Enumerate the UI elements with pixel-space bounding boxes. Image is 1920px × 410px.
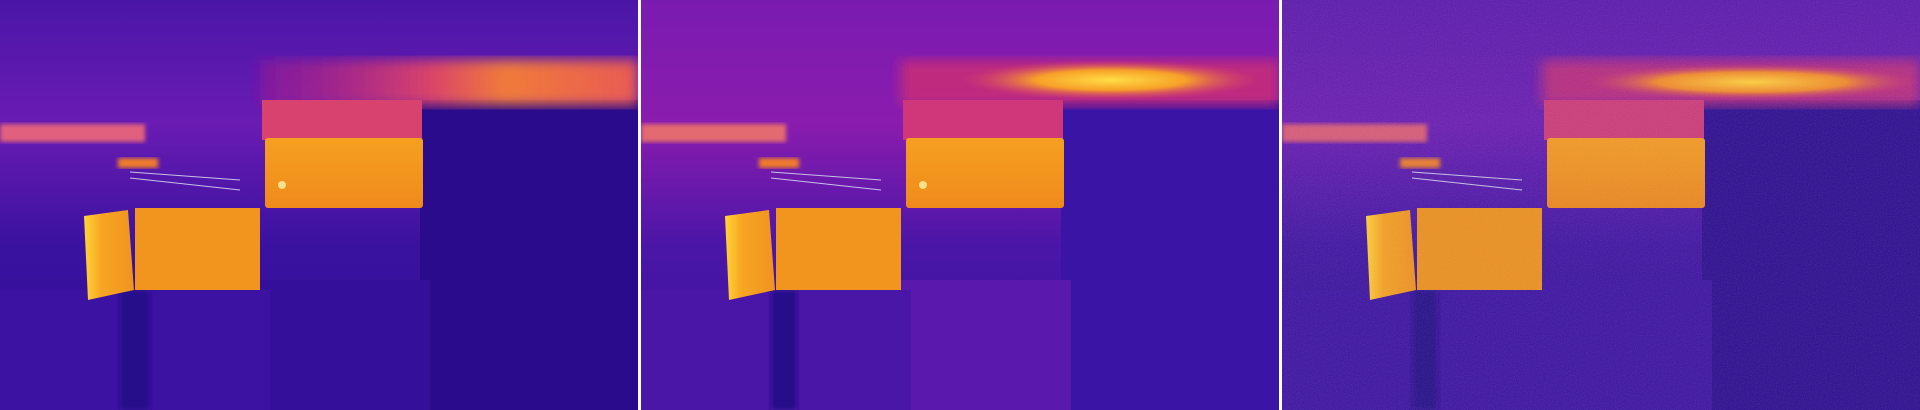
- thermal-panel-middle: [641, 0, 1279, 410]
- thermal-image-right: [1282, 0, 1920, 410]
- thermal-image-left: [0, 0, 638, 410]
- thermal-image-middle: [641, 0, 1279, 410]
- panel-divider: [638, 0, 641, 410]
- panel-divider: [1279, 0, 1282, 410]
- thermal-panel-right: [1282, 0, 1920, 410]
- thermal-panel-left: [0, 0, 638, 410]
